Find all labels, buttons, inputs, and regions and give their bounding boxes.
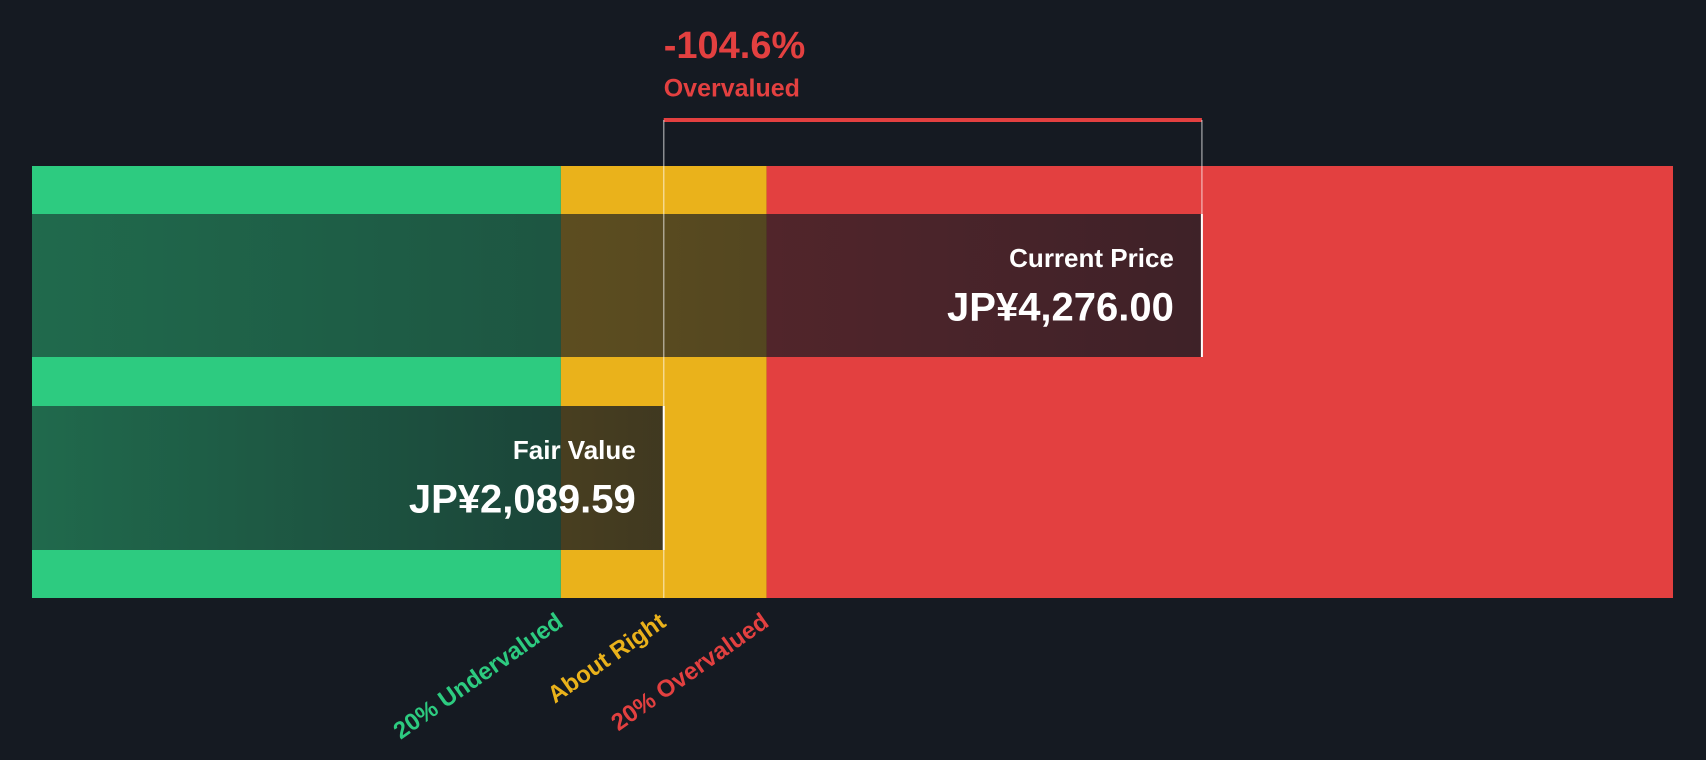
value-box: [32, 406, 664, 550]
difference-value: -104.6%: [664, 25, 806, 67]
box-title: Current Price: [1009, 243, 1174, 273]
value-box: [32, 214, 1202, 357]
box-title: Fair Value: [513, 435, 636, 465]
zone-label: 20% Undervalued: [389, 608, 568, 745]
difference-text: Overvalued: [664, 75, 800, 103]
box-value: JP¥4,276.00: [947, 286, 1174, 330]
box-value: JP¥2,089.59: [409, 478, 636, 522]
